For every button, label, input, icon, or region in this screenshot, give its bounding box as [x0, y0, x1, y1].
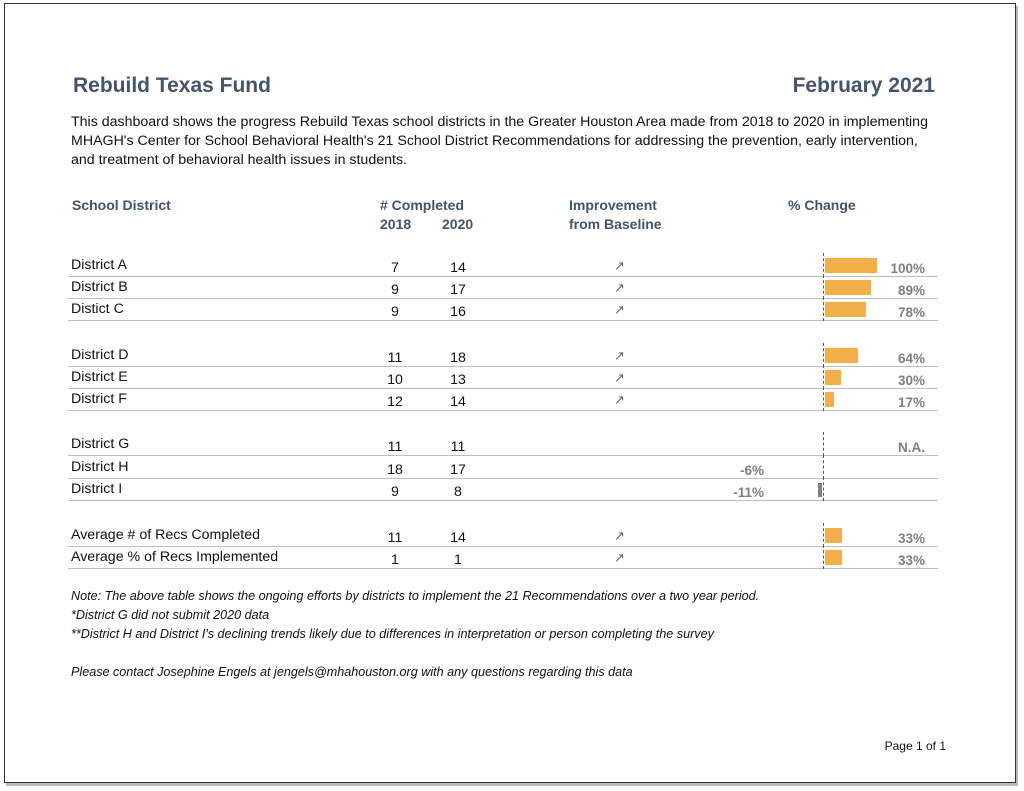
- pct-change-bar: [825, 528, 842, 543]
- baseline-divider: [823, 275, 824, 299]
- completed-2018: 11: [387, 530, 403, 546]
- pct-change-label: N.A.: [898, 440, 925, 455]
- table-row: District I 9 8 -11%: [68, 477, 938, 501]
- baseline-divider: [823, 455, 824, 479]
- baseline-divider: [823, 253, 824, 277]
- pct-change-label: 64%: [897, 351, 925, 366]
- district-name: Average % of Recs Implemented: [71, 549, 279, 565]
- table-row: District H 18 17 -6%: [68, 455, 938, 479]
- completed-2020: 8: [454, 484, 462, 500]
- completed-2020: 14: [450, 530, 466, 546]
- district-name: District D: [71, 347, 129, 363]
- table-row: District E 10 13 ↗ 30%: [68, 365, 938, 389]
- pct-change-label: 33%: [897, 553, 925, 568]
- baseline-divider: [823, 545, 824, 569]
- completed-2018: 10: [387, 372, 403, 388]
- completed-2020: 17: [450, 282, 466, 298]
- trend-up-arrow-icon: ↗: [614, 302, 625, 317]
- negative-change-label: -11%: [733, 485, 764, 500]
- header-from-baseline: from Baseline: [569, 216, 662, 232]
- header-2018: 2018: [380, 216, 412, 232]
- header-school-district: School District: [72, 197, 171, 213]
- baseline-divider: [823, 343, 824, 367]
- pct-change-label: 100%: [890, 261, 925, 276]
- trend-up-arrow-icon: ↗: [614, 370, 625, 385]
- table-row: District F 12 14 ↗ 17%: [68, 387, 938, 411]
- completed-2020: 13: [450, 372, 466, 388]
- district-name: Distict C: [71, 301, 124, 317]
- completed-2020: 16: [450, 304, 466, 320]
- district-name: District I: [71, 481, 123, 497]
- completed-2020: 18: [450, 350, 466, 366]
- page-number: Page 1 of 1: [884, 739, 946, 753]
- district-name: District F: [71, 391, 127, 407]
- header-2020: 2020: [442, 216, 474, 232]
- pct-change-label: 30%: [897, 373, 925, 388]
- pct-change-bar: [825, 280, 871, 295]
- table-row: District A 7 14 ↗ 100%: [68, 253, 938, 277]
- completed-2018: 7: [391, 260, 399, 276]
- completed-2020: 14: [450, 394, 466, 410]
- pct-change-bar: [825, 258, 877, 273]
- trend-up-arrow-icon: ↗: [614, 528, 625, 543]
- baseline-divider: [823, 297, 824, 321]
- table-row: Average % of Recs Implemented 1 1 ↗ 33%: [68, 545, 938, 569]
- contact-note: Please contact Josephine Engels at jenge…: [71, 665, 633, 679]
- trend-up-arrow-icon: ↗: [614, 550, 625, 565]
- completed-2018: 9: [391, 282, 399, 298]
- note-district-g: *District G did not submit 2020 data: [71, 608, 270, 622]
- pct-change-label: 78%: [897, 305, 925, 320]
- report-date: February 2021: [792, 74, 935, 97]
- completed-2018: 9: [391, 484, 399, 500]
- pct-change-label: 33%: [897, 531, 925, 546]
- intro-paragraph: This dashboard shows the progress Rebuil…: [71, 114, 928, 168]
- completed-2018: 12: [387, 394, 403, 410]
- baseline-divider: [823, 365, 824, 389]
- completed-2020: 1: [454, 552, 462, 568]
- pct-change-label: 17%: [897, 395, 925, 410]
- trend-up-arrow-icon: ↗: [614, 392, 625, 407]
- pct-change-bar: [825, 370, 841, 385]
- header-pct-change: % Change: [788, 197, 856, 213]
- trend-up-arrow-icon: ↗: [614, 258, 625, 273]
- baseline-divider: [823, 477, 824, 501]
- pct-change-bar: [825, 550, 842, 565]
- trend-up-arrow-icon: ↗: [614, 348, 625, 363]
- table-row: Average # of Recs Completed 11 14 ↗ 33%: [68, 523, 938, 547]
- baseline-divider: [823, 432, 824, 456]
- table-row: District B 9 17 ↗ 89%: [68, 275, 938, 299]
- trend-up-arrow-icon: ↗: [614, 280, 625, 295]
- pct-change-label: 89%: [897, 283, 925, 298]
- district-name: District A: [71, 257, 127, 273]
- note-main: Note: The above table shows the ongoing …: [71, 589, 760, 603]
- completed-2018: 18: [387, 462, 403, 478]
- header-completed: # Completed: [380, 197, 465, 213]
- district-name: Average # of Recs Completed: [71, 527, 261, 543]
- negative-change-bar: [818, 483, 822, 497]
- table-row: District D 11 18 ↗ 64%: [68, 343, 938, 367]
- pct-change-bar: [825, 392, 834, 407]
- baseline-divider: [823, 387, 824, 411]
- table-row: District G 11 11 N.A.: [68, 432, 938, 456]
- pct-change-bar: [825, 302, 866, 317]
- negative-change-label: -6%: [739, 463, 764, 478]
- district-name: District E: [71, 369, 128, 385]
- page-title: Rebuild Texas Fund: [73, 74, 271, 97]
- note-district-h-i: **District H and District I's declining …: [71, 627, 714, 641]
- pct-change-bar: [825, 348, 858, 363]
- completed-2018: 9: [391, 304, 399, 320]
- completed-2018: 11: [387, 439, 403, 455]
- completed-2020: 14: [450, 260, 466, 276]
- completed-2018: 11: [387, 350, 403, 366]
- completed-2018: 1: [391, 552, 399, 568]
- baseline-divider: [823, 523, 824, 547]
- completed-2020: 11: [450, 439, 466, 455]
- header-improvement: Improvement: [569, 197, 657, 213]
- page-frame: [4, 3, 1016, 783]
- district-name: District H: [71, 459, 129, 475]
- district-name: District B: [71, 279, 128, 295]
- district-name: District G: [71, 436, 130, 452]
- completed-2020: 17: [450, 462, 466, 478]
- table-row: Distict C 9 16 ↗ 78%: [68, 297, 938, 321]
